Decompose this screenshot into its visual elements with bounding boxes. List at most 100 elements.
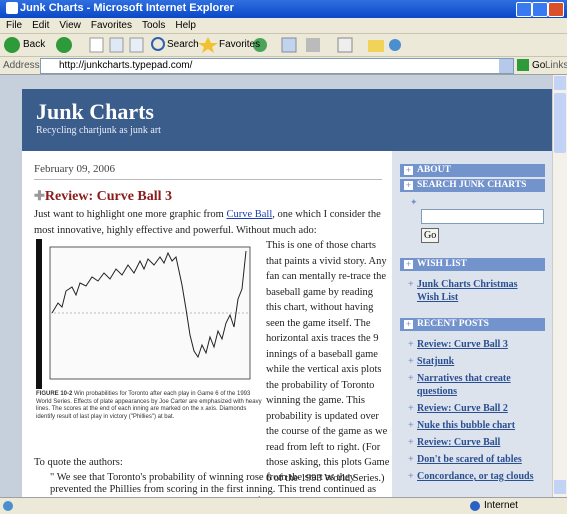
quote: " We see that Toronto's probability of w… bbox=[50, 472, 380, 497]
heading-text: WISH LIST bbox=[417, 259, 467, 269]
post-item[interactable]: +Nuke this bubble chart bbox=[408, 419, 540, 432]
sidebar: +ABOUT +SEARCH JUNK CHARTS ✦ Go +WISH LI… bbox=[392, 151, 552, 497]
zone-label: Internet bbox=[484, 500, 518, 511]
figure: FIGURE 10-2 Win probabilities for Toront… bbox=[36, 239, 262, 439]
search-input[interactable] bbox=[421, 209, 544, 224]
menu-item[interactable]: Tools bbox=[142, 20, 165, 31]
stop-icon[interactable] bbox=[90, 38, 103, 52]
favorites-icon[interactable] bbox=[198, 37, 218, 53]
scroll-up[interactable] bbox=[554, 76, 566, 90]
address-label: Address bbox=[3, 60, 40, 71]
post-body: This is one of those charts that paints … bbox=[266, 238, 390, 486]
sidebar-heading: +WISH LIST bbox=[400, 258, 545, 271]
post-link[interactable]: Concordance, or tag clouds bbox=[417, 470, 540, 483]
post-item[interactable]: +Statjunk bbox=[408, 355, 540, 368]
post-title[interactable]: Review: Curve Ball 3 bbox=[45, 189, 172, 204]
bullet: + bbox=[408, 419, 414, 432]
sidebar-heading: +SEARCH JUNK CHARTS bbox=[400, 179, 545, 192]
back-icon[interactable] bbox=[4, 37, 20, 53]
menu-item[interactable]: Favorites bbox=[91, 20, 132, 31]
scroll-down[interactable] bbox=[554, 480, 566, 494]
wish-link[interactable]: Junk Charts Christmas Wish List bbox=[417, 278, 540, 304]
post-title-row: ✚Review: Curve Ball 3 bbox=[34, 188, 172, 205]
address-field[interactable]: http://junkcharts.typepad.com/ bbox=[40, 58, 514, 74]
scrollbar[interactable] bbox=[552, 75, 567, 497]
forward-icon[interactable] bbox=[56, 37, 72, 53]
scroll-thumb[interactable] bbox=[554, 93, 566, 153]
search-label[interactable]: Search bbox=[167, 39, 199, 50]
bullet: + bbox=[408, 338, 414, 351]
post-link[interactable]: Narratives that create questions bbox=[417, 372, 540, 398]
bullet: + bbox=[408, 470, 414, 483]
menu-item[interactable]: Help bbox=[175, 20, 196, 31]
post-icon: ✚ bbox=[34, 188, 45, 203]
link[interactable]: Curve Ball bbox=[226, 209, 272, 220]
post-item[interactable]: +Review: Curve Ball 2 bbox=[408, 402, 540, 415]
search-icon[interactable] bbox=[152, 38, 164, 50]
figure-image bbox=[36, 239, 262, 389]
post-link[interactable]: Review: Curve Ball 2 bbox=[417, 402, 540, 415]
blog-title[interactable]: Junk Charts bbox=[36, 99, 154, 125]
toolbar-icons bbox=[0, 34, 567, 56]
intro-text: Just want to highlight one more graphic … bbox=[34, 209, 226, 220]
refresh-icon[interactable] bbox=[110, 38, 123, 52]
bullet: + bbox=[408, 372, 414, 385]
post-link[interactable]: Nuke this bubble chart bbox=[417, 419, 540, 432]
post-item[interactable]: +Don't be scared of tables bbox=[408, 453, 540, 466]
post-item[interactable]: +Review: Curve Ball 3 bbox=[408, 338, 540, 351]
window-title: Junk Charts - Microsoft Internet Explore… bbox=[20, 2, 234, 14]
edit-icon[interactable] bbox=[338, 38, 352, 52]
search-button[interactable]: Go bbox=[421, 228, 439, 243]
blog-banner: Junk Charts Recycling chartjunk as junk … bbox=[22, 89, 552, 151]
url[interactable]: http://junkcharts.typepad.com/ bbox=[59, 60, 192, 71]
favorites-label[interactable]: Favorites bbox=[219, 39, 260, 50]
bullet: + bbox=[408, 355, 414, 368]
heading-text: RECENT POSTS bbox=[417, 319, 489, 329]
app-icon bbox=[6, 2, 18, 14]
heading-text: SEARCH JUNK CHARTS bbox=[417, 180, 526, 190]
post-item[interactable]: +Concordance, or tag clouds bbox=[408, 470, 540, 483]
post-item[interactable]: +Narratives that create questions bbox=[408, 372, 540, 398]
maximize-button[interactable] bbox=[532, 2, 548, 17]
scan-edge bbox=[36, 239, 42, 389]
web-page: Junk Charts Recycling chartjunk as junk … bbox=[0, 75, 552, 497]
menu-item[interactable]: File bbox=[6, 20, 22, 31]
bullet: + bbox=[408, 436, 414, 449]
address-dropdown[interactable] bbox=[499, 59, 513, 73]
home-icon[interactable] bbox=[130, 38, 143, 52]
folder-icon[interactable] bbox=[368, 40, 384, 52]
heading-text[interactable]: ABOUT bbox=[417, 165, 451, 175]
minimize-button[interactable] bbox=[516, 2, 532, 17]
sidebar-heading[interactable]: +ABOUT bbox=[400, 164, 545, 177]
title-bar: Junk Charts - Microsoft Internet Explore… bbox=[0, 0, 567, 18]
figure-caption-block: FIGURE 10-2 Win probabilities for Toront… bbox=[36, 391, 262, 421]
messenger-icon[interactable] bbox=[389, 39, 401, 51]
mail-icon[interactable] bbox=[282, 38, 296, 52]
post-link[interactable]: Review: Curve Ball bbox=[417, 436, 540, 449]
post-date: February 09, 2006 bbox=[34, 163, 115, 175]
go-icon[interactable] bbox=[517, 59, 529, 71]
post-intro: Just want to highlight one more graphic … bbox=[34, 207, 386, 238]
sidebar-heading: +RECENT POSTS bbox=[400, 318, 545, 331]
print-icon[interactable] bbox=[306, 38, 320, 52]
back-label[interactable]: Back bbox=[23, 39, 45, 50]
blog-tagline: Recycling chartjunk as junk art bbox=[36, 125, 161, 136]
body: {"window":{"title":"Junk Charts - Micros… bbox=[0, 0, 567, 513]
status-bar: Internet bbox=[0, 497, 567, 514]
post-link[interactable]: Don't be scared of tables bbox=[417, 453, 540, 466]
bullet: + bbox=[408, 453, 414, 466]
menu-item[interactable]: Edit bbox=[32, 20, 49, 31]
page-icon bbox=[3, 501, 13, 511]
menu-item[interactable]: View bbox=[59, 20, 81, 31]
post-link[interactable]: Review: Curve Ball 3 bbox=[417, 338, 540, 351]
wish-item[interactable]: +Junk Charts Christmas Wish List bbox=[408, 278, 540, 304]
post-link[interactable]: Statjunk bbox=[417, 355, 540, 368]
main-column: February 09, 2006 ✚Review: Curve Ball 3 … bbox=[22, 151, 392, 497]
post-item[interactable]: +Review: Curve Ball bbox=[408, 436, 540, 449]
close-button[interactable] bbox=[548, 2, 564, 17]
address-bar: Address http://junkcharts.typepad.com/ G… bbox=[0, 57, 567, 75]
date-rule bbox=[34, 179, 382, 180]
links-label[interactable]: Links bbox=[545, 60, 567, 71]
zone-icon bbox=[470, 501, 480, 511]
go-label[interactable]: Go bbox=[532, 60, 545, 71]
